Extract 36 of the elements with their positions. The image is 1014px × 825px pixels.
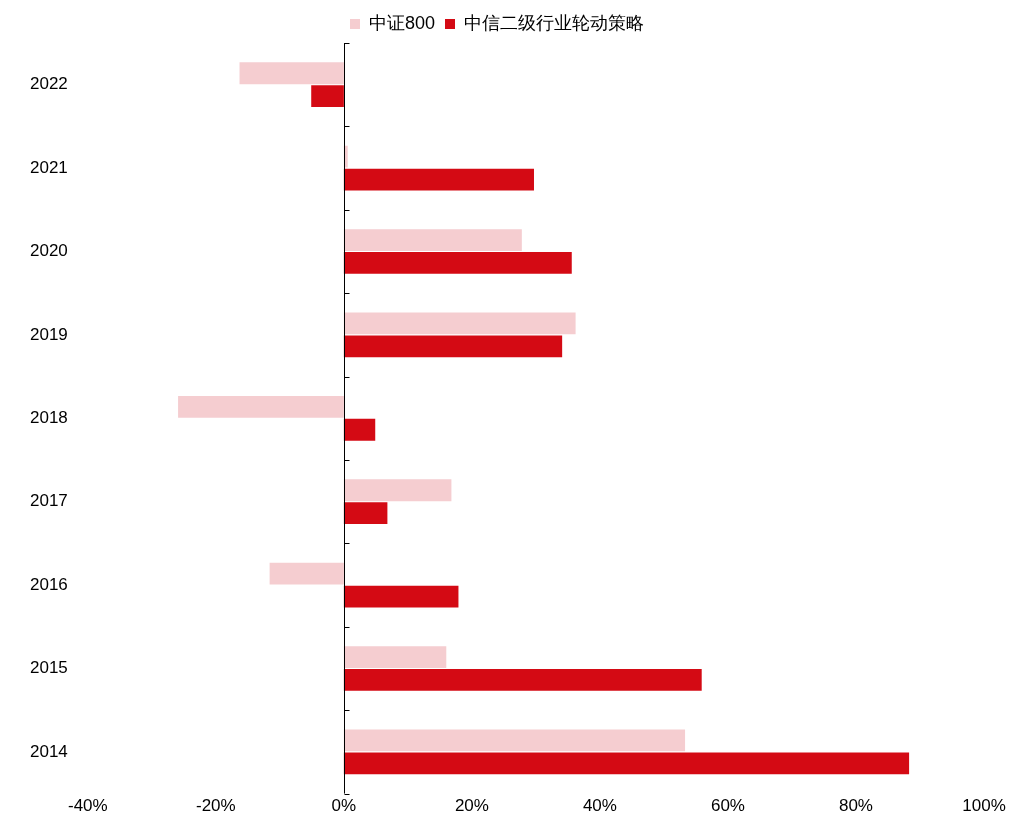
bar <box>343 252 572 274</box>
x-tick-label: 80% <box>838 796 873 816</box>
bar <box>343 669 702 691</box>
y-tick-label: 2015 <box>29 658 68 678</box>
bar <box>311 85 344 108</box>
y-tick-label: 2018 <box>29 407 68 427</box>
bar <box>343 312 576 335</box>
bar <box>343 752 910 775</box>
y-tick-label: 2017 <box>29 491 68 511</box>
y-tick-label: 2016 <box>29 574 68 594</box>
bar <box>343 479 452 502</box>
x-tick-label: 40% <box>582 796 617 816</box>
bar <box>343 729 686 752</box>
bar <box>343 335 563 358</box>
bar <box>269 562 344 585</box>
bar <box>343 646 447 668</box>
y-tick-label: 2021 <box>29 157 68 177</box>
bar <box>343 585 459 608</box>
x-tick-label: 20% <box>454 796 489 816</box>
x-tick-label: -40% <box>67 796 108 816</box>
y-tick-label: 2019 <box>29 324 68 344</box>
bar <box>343 418 376 441</box>
bar <box>178 395 344 418</box>
legend-label: 中证800 <box>368 12 436 33</box>
x-tick-label: 0% <box>331 796 357 816</box>
x-tick-label: 100% <box>962 796 1006 816</box>
x-tick-label: -20% <box>196 796 236 816</box>
y-tick-label: 2020 <box>29 241 68 261</box>
legend-label: 中信二级行业轮动策略 <box>464 12 645 33</box>
y-tick-label: 2022 <box>29 74 68 94</box>
x-tick-label: 60% <box>710 796 745 816</box>
bar <box>239 62 344 85</box>
bar <box>343 168 534 191</box>
bar <box>343 229 522 251</box>
y-tick-label: 2014 <box>29 741 68 761</box>
bar <box>343 502 388 525</box>
